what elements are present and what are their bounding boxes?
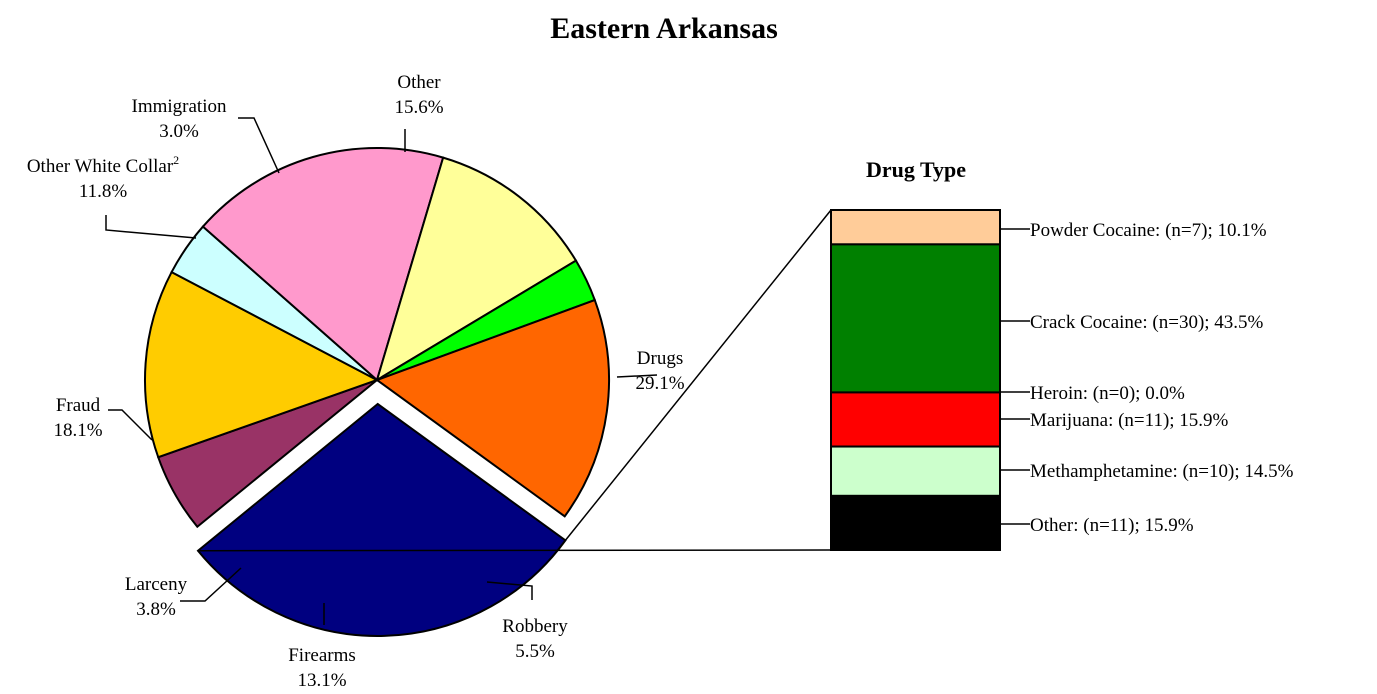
pie-slice-drugs [196,402,567,637]
pie-label-robbery: Robbery [502,616,568,637]
drug-type-bar [830,209,1001,552]
pie-value-other: 15.6% [394,97,443,118]
pie [144,147,610,637]
pie-value-robbery: 5.5% [515,641,555,662]
connector-line-bottom [197,549,832,552]
pie-label-drugs: Drugs [637,348,683,369]
bar-segment-other [830,494,1001,552]
leader-line-robbery [486,581,533,600]
leader-line-drugs [616,374,658,378]
bar-label-marijuana: Marijuana: (n=11); 15.9% [1030,410,1229,431]
bar-label-crack-cocaine: Crack Cocaine: (n=30); 43.5% [1030,312,1264,333]
bar-label-other: Other: (n=11); 15.9% [1030,515,1194,536]
pie-value-immigration: 3.0% [159,121,199,142]
leader-line-other-white-collar [105,215,197,239]
leader-line-larceny [180,567,242,602]
pie-label-other: Other [397,72,441,93]
pie-value-drugs: 29.1% [635,373,684,394]
pie-slice-firearms [144,270,380,459]
pie-value-larceny: 3.8% [136,599,176,620]
connector-line-top [564,209,832,541]
pie-value-fraud: 18.1% [53,420,102,441]
footnote-marker: 2 [173,153,179,167]
drug-type-labels: Powder Cocaine: (n=7); 10.1% Crack Cocain… [1000,220,1294,536]
leader-line-immigration [238,117,280,174]
leader-line-fraud [108,409,153,441]
bar-segment-powder-cocaine [830,209,1001,246]
pie-value-other-white-collar: 11.8% [79,181,128,202]
pie-label-fraud: Fraud [56,395,101,416]
bar-label-heroin: Heroin: (n=0); 0.0% [1030,383,1185,404]
pie-labels: Drugs 29.1% Robbery 5.5% Firearms 13.1% Larcen… [27,72,685,691]
pie-slice-fraud [201,147,445,382]
connector-lines [197,209,832,552]
pie-label-other-white-collar: Other White Collar2 [27,153,179,177]
bar-segment-methamphetamine [830,445,1001,497]
bar-segment-marijuana [830,391,1001,448]
bar-label-powder-cocaine: Powder Cocaine: (n=7); 10.1% [1030,220,1267,241]
pie-label-firearms: Firearms [288,645,356,666]
pie-label-immigration: Immigration [132,96,227,117]
pie-slice-other [374,298,610,518]
drug-type-title: Drug Type [866,157,966,182]
bar-segment-crack-cocaine [830,243,1001,394]
chart-title: Eastern Arkansas [550,12,778,45]
bar-label-methamphetamine: Methamphetamine: (n=10); 14.5% [1030,461,1294,482]
pie-slice-other-white-collar [375,156,578,383]
pie-label-larceny: Larceny [125,574,188,595]
pie-value-firearms: 13.1% [297,670,346,691]
